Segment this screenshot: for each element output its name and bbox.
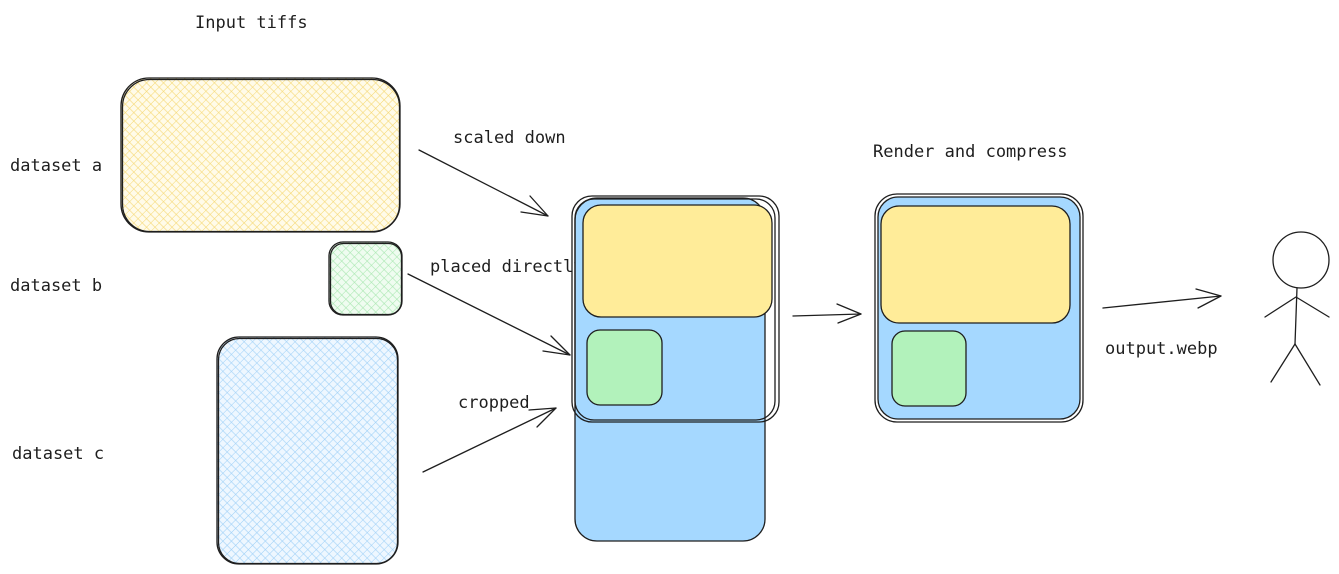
placed-directly-label: placed directly xyxy=(430,257,584,277)
arrow-icon xyxy=(422,407,557,473)
scaled-down-label: scaled down xyxy=(453,128,566,148)
arrow-icon xyxy=(418,149,549,217)
arrow-icon xyxy=(407,273,571,356)
dataset-b-label: dataset b xyxy=(10,276,102,296)
input-tiffs-title: Input tiffs xyxy=(195,13,308,33)
arrow-icon xyxy=(1102,288,1222,309)
rendered-frame xyxy=(874,193,1084,423)
dataset-c-label: dataset c xyxy=(12,444,104,464)
cropped-label: cropped xyxy=(458,393,530,413)
render-compress-label: Render and compress xyxy=(873,142,1067,162)
composite-canvas xyxy=(571,195,780,542)
dataset-b-tile xyxy=(328,241,403,316)
dataset-c-tile xyxy=(216,336,399,565)
arrow-icon xyxy=(792,303,862,324)
dataset-a-label: dataset a xyxy=(10,156,102,176)
stick-figure-user-icon xyxy=(1264,231,1330,386)
output-webp-label: output.webp xyxy=(1105,339,1218,359)
dataset-a-tile xyxy=(120,77,401,233)
